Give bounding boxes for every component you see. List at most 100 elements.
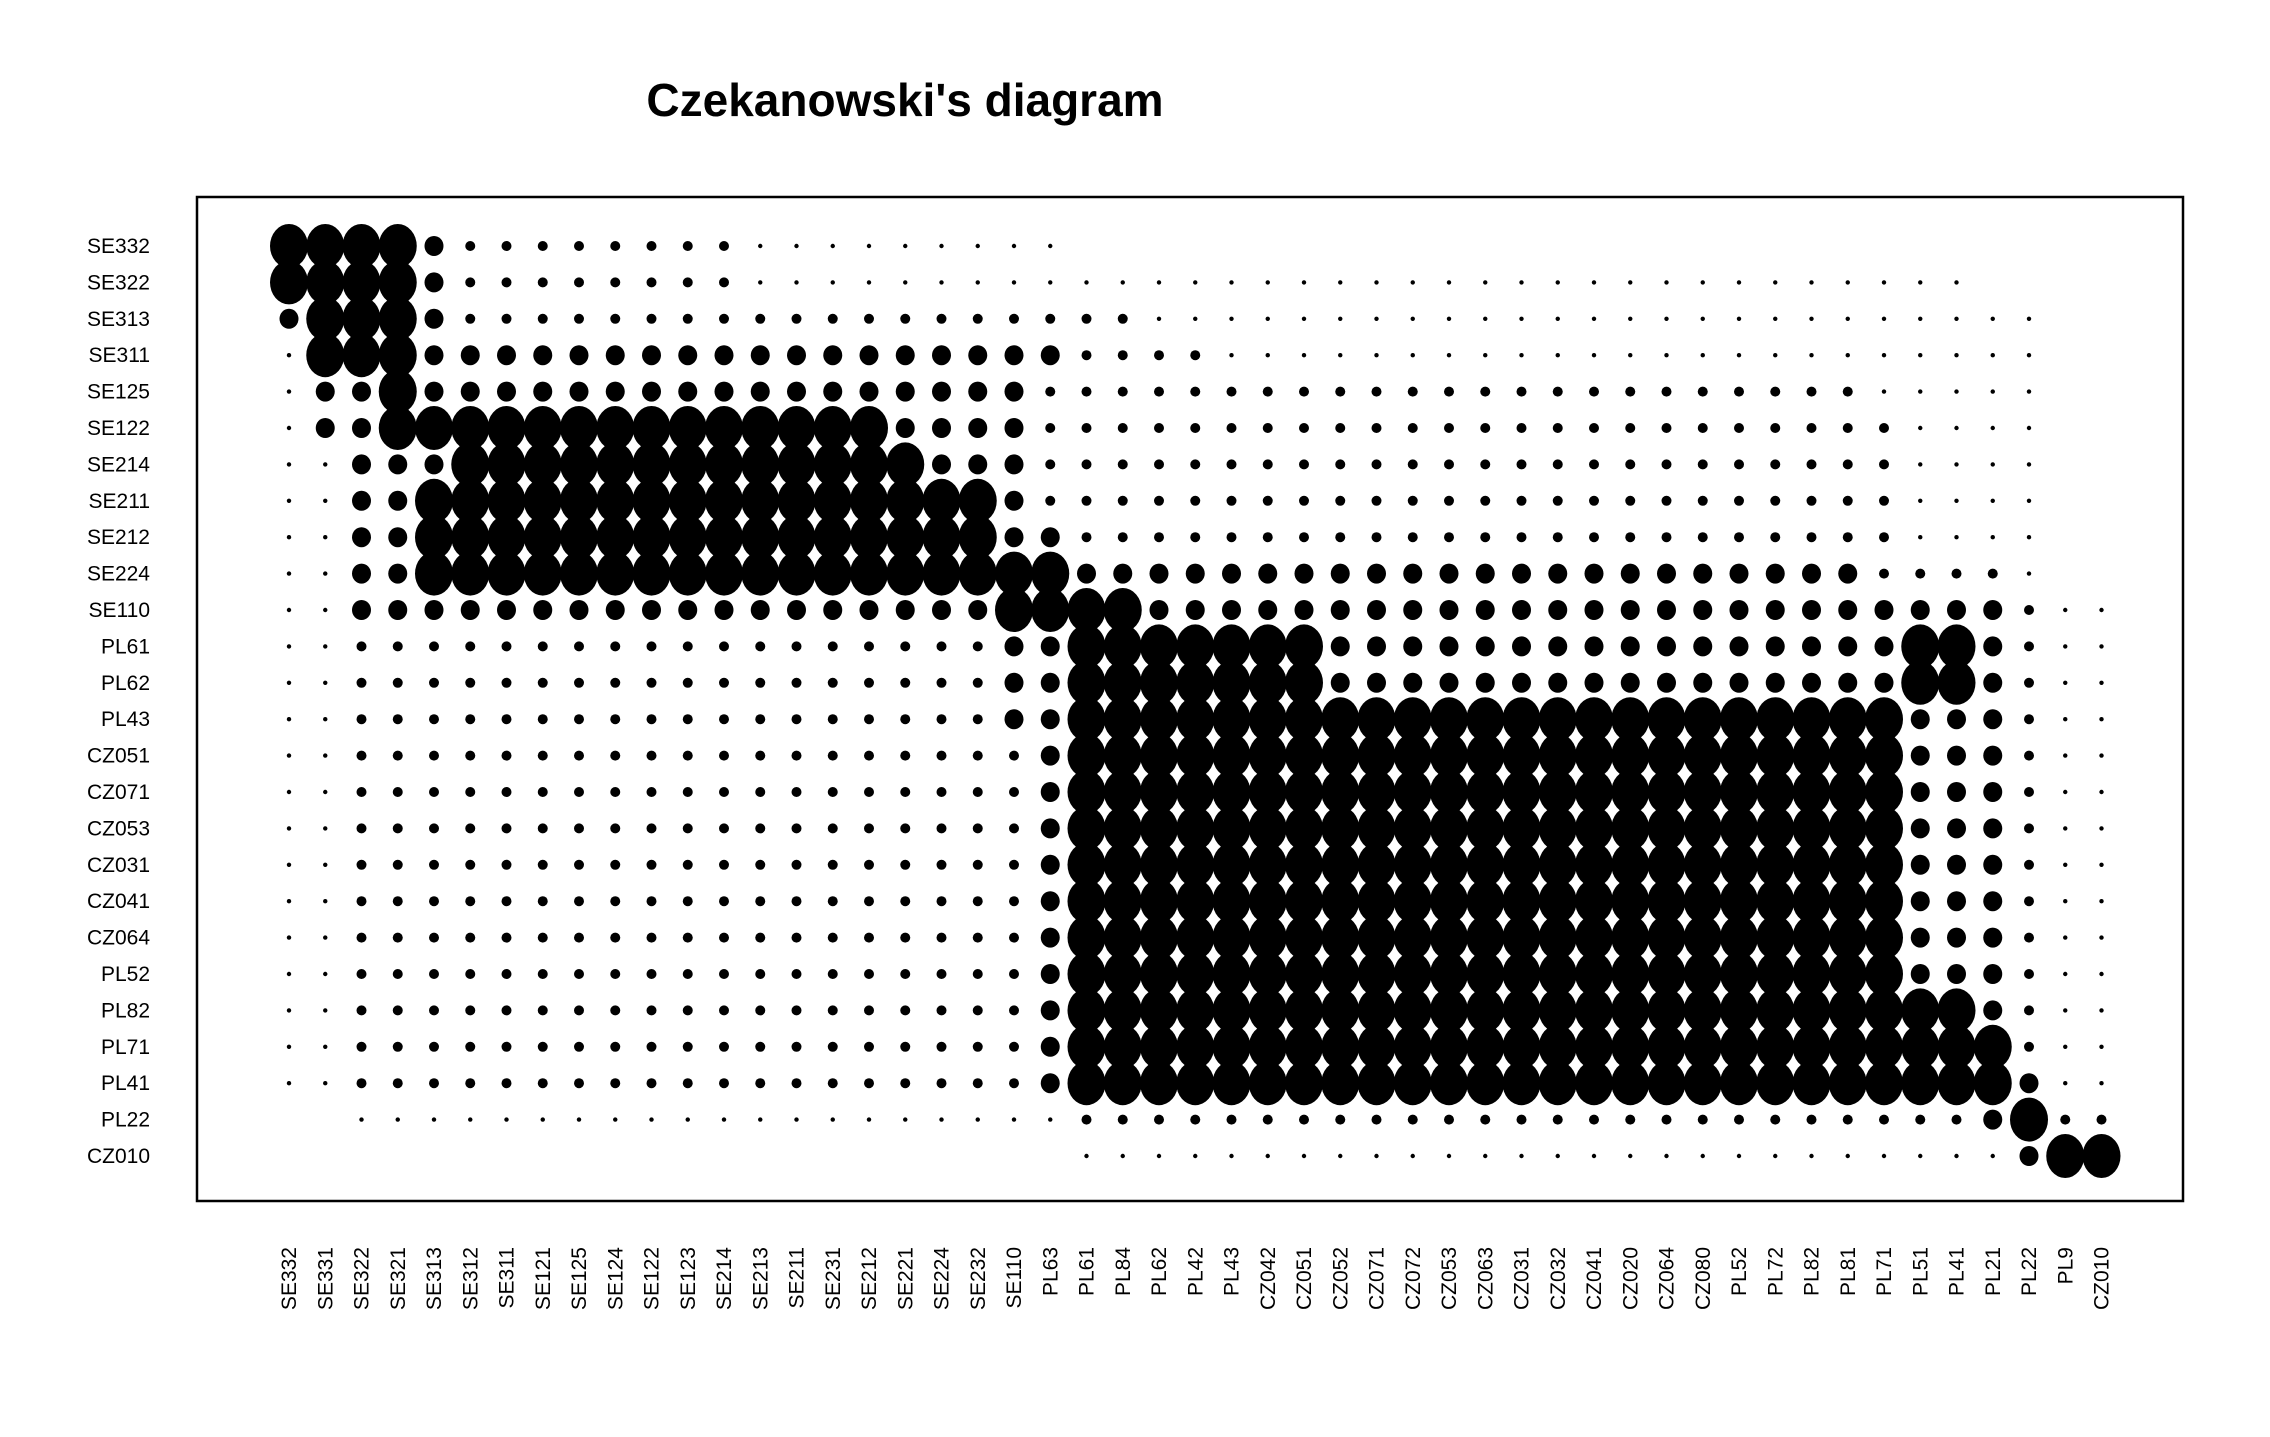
cell-mark <box>1120 280 1125 285</box>
cell-mark <box>900 787 911 797</box>
cell-mark <box>813 442 852 487</box>
cell-mark <box>537 932 548 943</box>
cell-mark <box>610 823 621 834</box>
cell-mark <box>1357 697 1396 742</box>
cell-mark <box>1040 1073 1060 1094</box>
cell-mark <box>1584 563 1604 584</box>
cell-mark <box>2099 971 2104 977</box>
plot-marks <box>270 224 2121 1178</box>
cell-mark <box>2026 353 2032 358</box>
cell-mark <box>2026 425 2032 431</box>
column-label: SE125 <box>568 1247 591 1310</box>
cell-mark <box>1004 454 1024 475</box>
cell-mark <box>668 551 707 596</box>
cell-mark <box>1480 532 1491 543</box>
cell-mark <box>1285 842 1323 887</box>
cell-mark <box>632 478 671 523</box>
cell-mark <box>936 677 947 688</box>
cell-mark <box>1407 423 1418 433</box>
cell-mark <box>1371 495 1382 506</box>
cell-mark <box>932 381 951 402</box>
cell-mark <box>900 750 911 761</box>
cell-mark <box>1773 316 1778 321</box>
cell-mark <box>323 826 328 831</box>
column-label: CZ071 <box>1366 1247 1389 1310</box>
cell-mark <box>1828 806 1867 851</box>
cell-mark <box>610 859 621 870</box>
cell-mark <box>1697 1114 1708 1125</box>
row-label: PL22 <box>101 1109 150 1132</box>
cell-mark <box>323 971 328 977</box>
cell-mark <box>900 1005 911 1016</box>
cell-mark <box>1734 1114 1744 1125</box>
cell-mark <box>755 677 766 688</box>
cell-mark <box>1367 600 1386 620</box>
cell-mark <box>1466 915 1505 960</box>
cell-mark <box>900 896 911 907</box>
cell-mark <box>1538 1024 1577 1069</box>
cell-mark <box>451 406 490 450</box>
cell-mark <box>1918 280 1923 285</box>
cell-mark <box>1809 353 1814 358</box>
cell-mark <box>903 1117 908 1122</box>
column-label: SE313 <box>423 1247 446 1310</box>
column-label: SE123 <box>677 1247 700 1310</box>
cell-mark <box>791 787 802 797</box>
cell-mark <box>2024 859 2034 870</box>
cell-mark <box>936 969 947 979</box>
cell-mark <box>1262 386 1273 397</box>
cell-mark <box>1954 1153 1959 1159</box>
column-label: PL82 <box>1801 1247 1824 1296</box>
cell-mark <box>900 677 911 688</box>
cell-mark <box>342 333 381 378</box>
cell-mark <box>323 498 328 503</box>
cell-mark <box>1770 532 1781 543</box>
cell-mark <box>323 753 328 758</box>
cell-mark <box>1067 624 1106 669</box>
cell-mark <box>1770 1114 1781 1125</box>
plot-frame <box>195 195 2185 1203</box>
cell-mark <box>1937 624 1976 669</box>
cell-mark <box>286 425 292 431</box>
column-label: CZ041 <box>1583 1247 1606 1310</box>
cell-mark <box>610 932 621 943</box>
cell-mark <box>501 241 512 251</box>
cell-mark <box>1103 952 1142 996</box>
cell-mark <box>864 969 874 979</box>
cell-mark <box>1321 733 1360 778</box>
cell-mark <box>487 551 526 596</box>
cell-mark <box>392 677 403 688</box>
column-label: SE211 <box>786 1247 809 1309</box>
cell-mark <box>1190 532 1201 543</box>
cell-mark <box>1611 842 1650 887</box>
cell-mark <box>1212 879 1251 924</box>
cell-mark <box>1792 770 1831 814</box>
cell-mark <box>827 932 838 943</box>
column-label: SE214 <box>713 1247 736 1310</box>
cell-mark <box>286 389 292 394</box>
column-label: PL22 <box>2018 1247 2041 1296</box>
cell-mark <box>429 1078 439 1089</box>
cell-mark <box>1321 1061 1360 1106</box>
cell-mark <box>864 823 874 834</box>
cell-mark <box>388 600 408 620</box>
cell-mark <box>895 345 915 366</box>
cell-mark <box>1335 495 1346 506</box>
cell-mark <box>378 260 417 305</box>
cell-mark <box>610 1005 621 1016</box>
cell-mark <box>1954 462 1959 467</box>
cell-mark <box>323 935 328 940</box>
cell-mark <box>1683 988 1722 1033</box>
column-label: SE110 <box>1003 1247 1026 1309</box>
cell-mark <box>1575 806 1613 851</box>
cell-mark <box>1120 1153 1125 1159</box>
column-label: SE331 <box>314 1247 337 1310</box>
cell-mark <box>972 714 983 725</box>
cell-mark <box>1466 952 1505 996</box>
cell-mark <box>1004 709 1024 730</box>
cell-mark <box>1792 1061 1831 1106</box>
cell-mark <box>1081 1114 1092 1125</box>
cell-mark <box>646 1041 657 1052</box>
cell-mark <box>378 369 417 414</box>
cell-mark <box>306 260 345 305</box>
